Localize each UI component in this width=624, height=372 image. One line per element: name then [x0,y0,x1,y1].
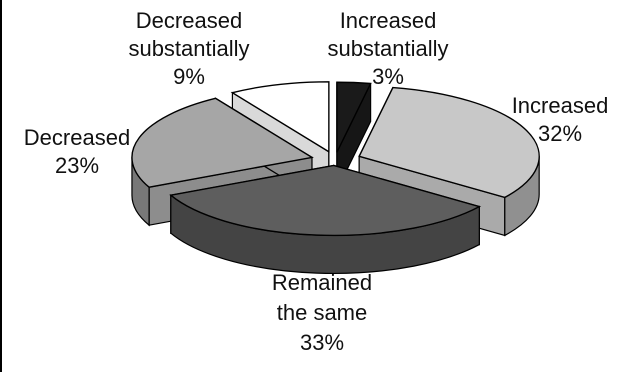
slice-name-line-2-0: Remained [272,270,372,295]
slice-value-label-4: 9% [173,64,205,89]
pie-slice-4 [230,81,330,154]
slice-name-line-4-0: Decreased [136,8,242,33]
slice-name-line-4-1: substantially [128,36,249,61]
pie-tops [131,81,540,237]
slice-name-line-0-1: substantially [327,36,448,61]
slice-label-4: Decreased substantially 9% [128,8,249,89]
slice-name-line-1-0: Increased [512,93,609,118]
slice-value-label-1: 32% [538,121,582,146]
slice-name-line-3-0: Decreased [24,125,130,150]
slice-value-label-3: 23% [55,153,99,178]
slice-label-3: Decreased 23% [24,125,130,178]
pie-slice-3 [131,97,314,188]
pie-labels: Increased substantially 3% Increased 32% Rema… [24,8,609,355]
slice-name-line-2-1: the same [277,300,368,325]
slice-value-label-0: 3% [372,64,404,89]
slice-label-1: Increased 32% [512,93,609,146]
slice-value-label-2: 33% [300,330,344,355]
slice-label-2: Remained the same 33% [272,270,372,355]
slice-label-0: Increased substantially 3% [327,8,448,89]
pie-slice-2 [169,164,482,237]
pie-slice-0 [336,81,372,153]
pie-slice-1 [358,86,540,199]
slice-name-line-0-0: Increased [340,8,437,33]
